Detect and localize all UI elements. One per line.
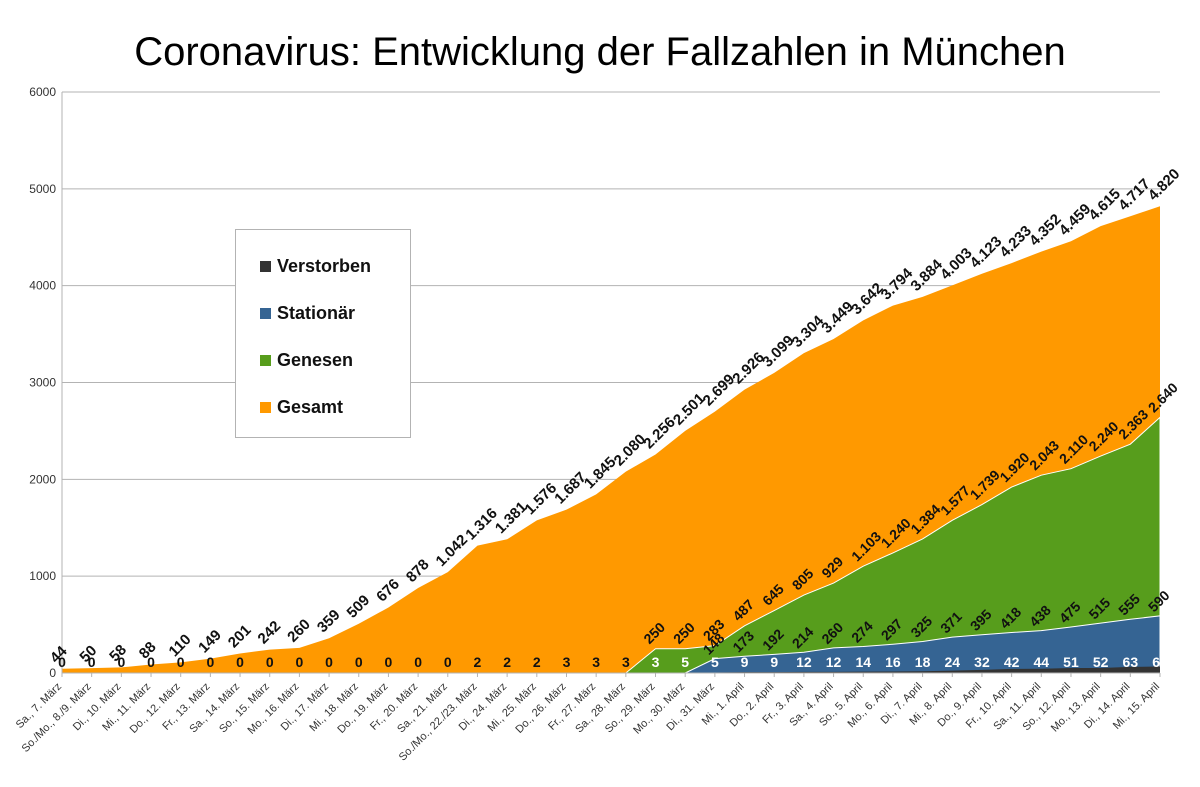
data-label-verstorben: 18: [915, 654, 931, 670]
data-label-verstorben: 3: [563, 654, 571, 670]
data-label-verstorben: 2: [533, 654, 541, 670]
legend-swatch-gesamt: [260, 401, 271, 413]
legend-label-verstorben: Verstorben: [277, 255, 372, 276]
data-label-verstorben: 14: [855, 654, 871, 670]
data-label-gesamt: 201: [225, 622, 255, 652]
area-genesen: [624, 416, 1161, 674]
data-label-verstorben: 3: [592, 654, 600, 670]
data-label-verstorben: 0: [355, 654, 363, 670]
data-label-verstorben: 52: [1093, 654, 1109, 670]
data-label-gesamt: 149: [195, 627, 225, 657]
legend-swatch-genesen: [260, 354, 271, 366]
legend-label-stationaer: Stationär: [277, 302, 356, 323]
data-label-verstorben: 2: [503, 654, 511, 670]
data-label-verstorben: 63: [1123, 654, 1139, 670]
data-label-verstorben: 44: [1034, 654, 1050, 670]
data-label-verstorben: 3: [622, 654, 630, 670]
data-label-verstorben: 2: [474, 654, 482, 670]
y-tick-label: 6000: [29, 85, 56, 99]
area-verstorben: [62, 666, 1160, 673]
data-label-verstorben: 5: [681, 654, 689, 670]
data-label-verstorben: 0: [206, 654, 214, 670]
data-label-verstorben: 0: [117, 654, 125, 670]
y-tick-label: 4000: [29, 279, 56, 293]
data-label-gesamt: 260: [284, 616, 314, 646]
data-label-verstorben: 0: [58, 654, 66, 670]
data-label-verstorben: 0: [296, 654, 304, 670]
data-label-verstorben: 0: [444, 654, 452, 670]
data-label-gesamt: 509: [344, 592, 374, 622]
data-label-verstorben: 67: [1152, 654, 1168, 670]
data-label-verstorben: 12: [826, 654, 842, 670]
data-label-verstorben: 0: [88, 654, 96, 670]
data-label-gesamt: 242: [255, 618, 285, 648]
legend-item-genesen: Genesen: [260, 350, 353, 370]
y-tick-label: 3000: [29, 376, 56, 390]
y-tick-label: 1000: [29, 569, 56, 583]
data-label-verstorben: 12: [796, 654, 812, 670]
legend-item-stationaer: Stationär: [260, 303, 355, 323]
legend-item-verstorben: Verstorben: [260, 256, 371, 276]
area-stationaer: [684, 615, 1161, 674]
data-label-verstorben: 9: [741, 654, 749, 670]
data-label-verstorben: 3: [652, 654, 660, 670]
legend-label-gesamt: Gesamt: [277, 396, 344, 417]
data-label-verstorben: 0: [385, 654, 393, 670]
data-label-gesamt: 359: [314, 606, 344, 636]
y-tick-label: 0: [49, 666, 56, 680]
legend-swatch-stationaer: [260, 307, 271, 319]
data-label-gesamt: 878: [403, 556, 433, 586]
chart-title: Coronavirus: Entwicklung der Fallzahlen …: [134, 30, 1066, 74]
legend-item-gesamt: Gesamt: [260, 397, 343, 417]
data-label-verstorben: 0: [266, 654, 274, 670]
y-tick-label: 2000: [29, 472, 56, 486]
data-label-verstorben: 0: [236, 654, 244, 670]
legend: Verstorben Stationär Genesen Gesamt: [235, 229, 411, 438]
data-label-verstorben: 0: [325, 654, 333, 670]
data-label-verstorben: 51: [1063, 654, 1079, 670]
data-label-verstorben: 32: [974, 654, 990, 670]
area-series: [62, 206, 1161, 674]
legend-swatch-verstorben: [260, 260, 271, 272]
data-label-verstorben: 0: [177, 654, 185, 670]
legend-label-genesen: Genesen: [277, 349, 354, 370]
data-label-verstorben: 5: [711, 654, 719, 670]
data-label-verstorben: 0: [147, 654, 155, 670]
data-label-verstorben: 16: [885, 654, 901, 670]
data-label-verstorben: 9: [770, 654, 778, 670]
data-label-verstorben: 24: [944, 654, 960, 670]
data-label-verstorben: 42: [1004, 654, 1020, 670]
y-tick-label: 5000: [29, 182, 56, 196]
data-label-verstorben: 0: [414, 654, 422, 670]
